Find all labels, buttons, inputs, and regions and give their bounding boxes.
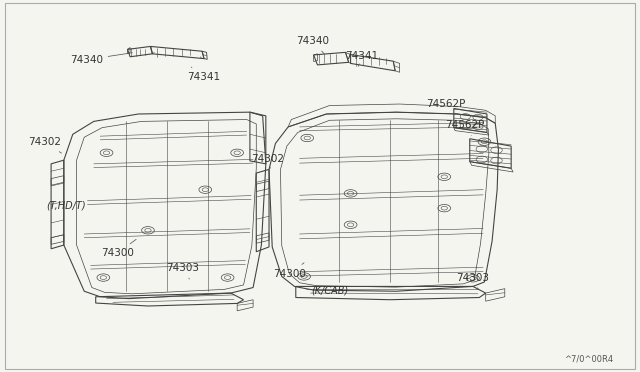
Text: (T,HD/T): (T,HD/T): [46, 200, 86, 210]
Text: 74562P: 74562P: [445, 121, 485, 136]
Text: 74300: 74300: [273, 263, 306, 279]
Text: (K/CAB): (K/CAB): [312, 285, 349, 295]
Text: 74303: 74303: [456, 273, 490, 289]
Text: 74340: 74340: [296, 36, 329, 54]
Text: 74341: 74341: [346, 51, 379, 66]
Text: 74341: 74341: [188, 67, 221, 82]
Text: 74562P: 74562P: [426, 99, 466, 115]
Text: 74303: 74303: [166, 263, 200, 279]
Text: 74300: 74300: [101, 239, 136, 258]
Text: 74302: 74302: [252, 154, 284, 168]
Text: ^7/0^00R4: ^7/0^00R4: [564, 354, 613, 363]
Text: 74340: 74340: [70, 53, 132, 65]
Text: 74302: 74302: [28, 137, 61, 153]
